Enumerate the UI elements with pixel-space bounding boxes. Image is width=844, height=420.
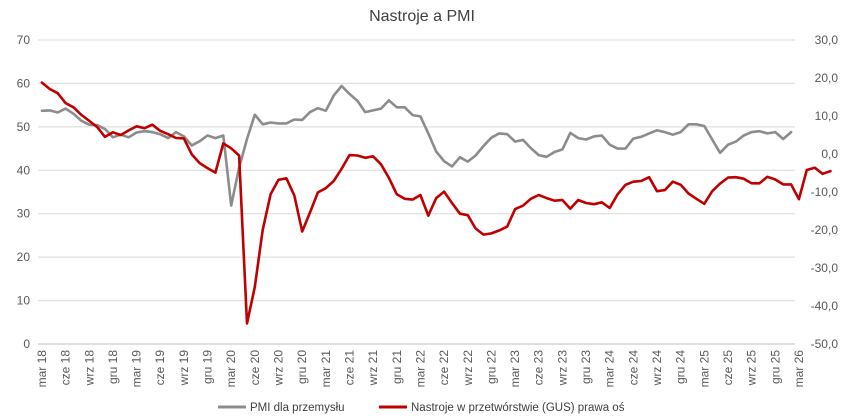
x-tick-label: gru 23 xyxy=(579,350,593,384)
legend-label-nastroje: Nastroje w przetwórstwie (GUS) prawa oś xyxy=(411,402,625,414)
x-tick-label: cze 19 xyxy=(153,350,167,386)
x-tick-label: wrz 19 xyxy=(177,350,191,387)
x-tick-label: wrz 24 xyxy=(650,350,664,387)
x-tick-label: wrz 25 xyxy=(745,350,759,387)
right-tick-label: -50,0 xyxy=(811,337,839,351)
x-tick-label: cze 22 xyxy=(437,350,451,386)
right-tick-label: 20,0 xyxy=(815,71,839,85)
x-tick-label: cze 20 xyxy=(248,350,262,386)
x-tick-label: gru 24 xyxy=(674,350,688,384)
legend: PMI dla przemysłu Nastroje w przetwórstw… xyxy=(218,402,625,414)
right-tick-label: 30,0 xyxy=(815,33,839,47)
x-tick-label: wrz 22 xyxy=(461,350,475,387)
right-tick-label: -10,0 xyxy=(811,185,839,199)
x-tick-label: gru 19 xyxy=(201,350,215,384)
x-tick-label: gru 18 xyxy=(106,350,120,384)
left-tick-label: 60 xyxy=(17,76,31,90)
left-tick-label: 40 xyxy=(17,163,31,177)
left-tick-label: 20 xyxy=(17,250,31,264)
series-line-1 xyxy=(40,81,832,325)
series-layer xyxy=(40,81,832,325)
x-tick-label: gru 25 xyxy=(768,350,782,384)
left-axis: 0 10 20 30 40 50 60 70 xyxy=(17,33,31,351)
x-tick-label: mar 22 xyxy=(413,350,427,388)
right-axis: -50,0 -40,0 -30,0 -20,0 -10,0 0,0 10,0 20,0 30,0 xyxy=(811,33,839,351)
x-tick-label: cze 25 xyxy=(721,350,735,386)
right-tick-label: -40,0 xyxy=(811,299,839,313)
grid-layer xyxy=(38,39,795,345)
x-tick-label: gru 20 xyxy=(295,350,309,384)
left-tick-label: 0 xyxy=(23,337,30,351)
x-tick-label: mar 25 xyxy=(697,350,711,388)
x-tick-label: wrz 18 xyxy=(82,350,96,387)
left-tick-label: 30 xyxy=(17,207,31,221)
x-tick-label: cze 21 xyxy=(342,350,356,386)
legend-label-pmi: PMI dla przemysłu xyxy=(250,402,345,414)
x-tick-label: mar 19 xyxy=(130,350,144,388)
x-tick-label: wrz 23 xyxy=(555,350,569,387)
chart-title: Nastroje a PMI xyxy=(369,8,475,25)
x-tick-label: mar 20 xyxy=(224,350,238,388)
x-tick-label: mar 23 xyxy=(508,350,522,388)
x-tick-label: gru 21 xyxy=(390,350,404,384)
x-tick-label: wrz 21 xyxy=(366,350,380,387)
x-tick-label: gru 22 xyxy=(484,350,498,384)
right-tick-label: -20,0 xyxy=(811,223,839,237)
left-tick-label: 10 xyxy=(17,294,31,308)
left-tick-label: 70 xyxy=(17,33,31,47)
x-tick-label: mar 26 xyxy=(792,350,806,388)
right-tick-label: 0,0 xyxy=(821,147,838,161)
right-tick-label: 10,0 xyxy=(815,109,839,123)
x-tick-label: cze 24 xyxy=(626,350,640,386)
x-axis: mar 18 cze 18 wrz 18 gru 18 mar 19 cze 19 wrz … xyxy=(35,343,806,388)
right-tick-label: -30,0 xyxy=(811,261,839,275)
left-tick-label: 50 xyxy=(17,120,31,134)
series-line-0 xyxy=(40,84,793,207)
x-tick-label: cze 18 xyxy=(59,350,73,386)
x-tick-label: mar 18 xyxy=(35,350,49,388)
x-tick-label: cze 23 xyxy=(532,350,546,386)
x-tick-label: wrz 20 xyxy=(272,350,286,387)
x-tick-label: mar 24 xyxy=(603,350,617,388)
x-tick-label: mar 21 xyxy=(319,350,333,388)
